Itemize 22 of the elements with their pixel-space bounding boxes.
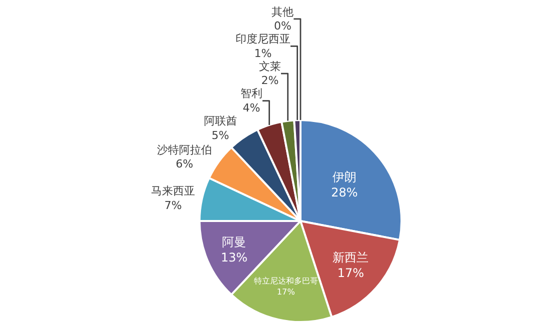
slice-label: 特立尼达和多巴哥 bbox=[254, 276, 318, 286]
data-label: 17% bbox=[337, 266, 364, 280]
slice-label: 文莱 bbox=[259, 60, 282, 73]
slice-label: 新西兰 bbox=[332, 250, 369, 264]
data-label: 7% bbox=[164, 198, 182, 212]
slice-label: 印度尼西亚 bbox=[236, 32, 291, 46]
slice-label: 阿曼 bbox=[222, 234, 246, 249]
slice-label: 伊朗 bbox=[332, 170, 356, 184]
category-label: 其他 bbox=[272, 5, 294, 18]
slice-label: 马来西亚 bbox=[151, 184, 196, 198]
text: 0% bbox=[274, 20, 292, 33]
data-label: 4% bbox=[242, 101, 260, 114]
data-label: 2% bbox=[261, 74, 279, 88]
data-label: 5% bbox=[212, 128, 230, 142]
data-label: 6% bbox=[176, 158, 194, 171]
slice-label: 阿联酋 bbox=[204, 114, 237, 128]
data-label: 17% bbox=[276, 286, 296, 296]
data-label: 28% bbox=[331, 185, 358, 200]
data-label: 1% bbox=[254, 46, 272, 60]
data-label: 13% bbox=[220, 250, 248, 265]
slice-label: 沙特阿拉伯 bbox=[156, 143, 212, 156]
slice-label: 智利 bbox=[240, 87, 262, 100]
